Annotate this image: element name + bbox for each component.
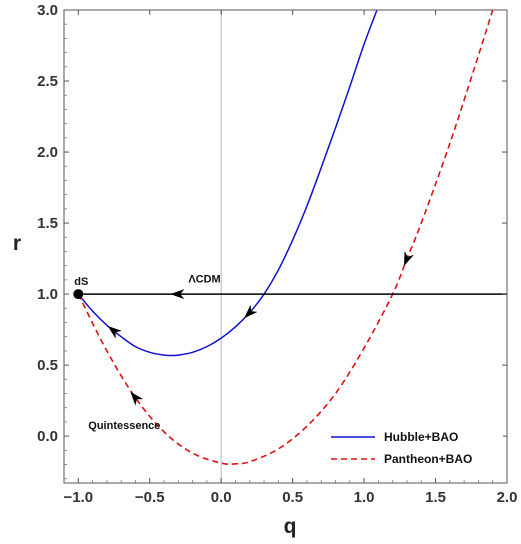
y-tick-label: 1.0 [37, 286, 58, 303]
overlay-layer: dS ΛCDM Quintessence Hubble+BAO Pantheon+BAO [73, 251, 503, 473]
y-tick-label: 2.5 [37, 73, 58, 90]
ticks-layer: −1.0 −0.5 0.0 0.5 1.0 1.5 2.0 0.0 0.5 1.0 1.5 2.0 2.… [37, 2, 517, 506]
annotation-quintessence: Quintessence [88, 420, 160, 432]
series-line-hubble-bao [77, 10, 378, 357]
point-label-ds: dS [74, 276, 88, 288]
y-tick-label: 2.0 [37, 144, 58, 161]
y-tick-label: 3.0 [37, 2, 58, 19]
series-line-pantheon-bao [77, 10, 494, 466]
legend-background [329, 425, 503, 473]
legend-label-hubble-bao: Hubble+BAO [384, 430, 458, 444]
x-tick-label: 0.5 [282, 489, 303, 506]
direction-arrow-hubble-bao [107, 326, 122, 339]
direction-arrow-pantheon-bao [403, 251, 414, 266]
point-marker-ds [73, 289, 84, 300]
x-axis-label: q [284, 515, 297, 538]
y-tick-label: 1.5 [37, 215, 58, 232]
y-tick-label: 0.5 [37, 357, 58, 374]
plot-border [63, 9, 508, 484]
direction-arrow-hubble-bao [244, 304, 258, 319]
legend-label-pantheon-bao: Pantheon+BAO [384, 452, 472, 466]
x-tick-label: −0.5 [135, 489, 165, 506]
direction-arrow-pantheon-bao [130, 391, 144, 406]
legend: Hubble+BAO Pantheon+BAO [329, 425, 503, 473]
x-tick-label: 1.0 [354, 489, 375, 506]
x-tick-label: 1.5 [425, 489, 446, 506]
x-tick-label: −1.0 [63, 489, 93, 506]
curves-layer [77, 10, 507, 483]
x-tick-label: 2.0 [497, 489, 518, 506]
y-axis-label: r [13, 232, 21, 255]
plot-frame [63, 9, 508, 484]
direction-arrow-cdm [170, 289, 185, 300]
x-tick-label: 0.0 [211, 489, 232, 506]
annotation-cdm: ΛCDM [188, 274, 220, 286]
y-tick-label: 0.0 [37, 428, 58, 445]
